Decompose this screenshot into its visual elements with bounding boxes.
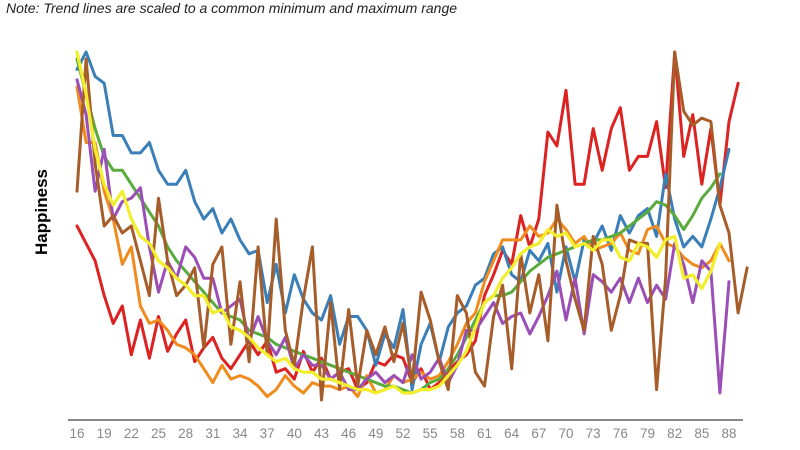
x-tick-label: 31 xyxy=(205,426,220,441)
chart-note: Note: Trend lines are scaled to a common… xyxy=(6,0,458,16)
series-line-7 xyxy=(75,50,722,395)
x-tick-label: 58 xyxy=(450,426,465,441)
x-tick-label: 28 xyxy=(178,426,193,441)
series-line-6 xyxy=(75,50,749,402)
x-tick-label: 19 xyxy=(97,426,112,441)
x-tick-label: 25 xyxy=(151,426,166,441)
x-tick-label: 40 xyxy=(287,426,302,441)
x-tick-label: 49 xyxy=(368,426,383,441)
x-tick-label: 79 xyxy=(640,426,655,441)
x-tick-label: 61 xyxy=(477,426,492,441)
x-tick-label: 67 xyxy=(531,426,546,441)
x-tick-label: 43 xyxy=(314,426,329,441)
x-tick-label: 34 xyxy=(232,426,248,441)
x-tick-label: 52 xyxy=(395,426,410,441)
series-layer xyxy=(75,50,749,402)
x-tick-label: 76 xyxy=(613,426,628,441)
x-tick-label: 16 xyxy=(69,426,84,441)
x-tick-label: 46 xyxy=(341,426,356,441)
x-tick-label: 85 xyxy=(694,426,709,441)
x-tick-label: 64 xyxy=(504,426,520,441)
x-tick-label: 55 xyxy=(423,426,438,441)
x-tick-label: 22 xyxy=(124,426,139,441)
x-tick-label: 82 xyxy=(667,426,682,441)
x-tick-label: 88 xyxy=(721,426,736,441)
x-tick-label: 73 xyxy=(586,426,601,441)
x-tick-label: 37 xyxy=(260,426,275,441)
x-tick-label: 70 xyxy=(558,426,573,441)
series-line-5 xyxy=(75,78,731,395)
x-tick-labels: 16 19 22 25 28 31 34 37 40 43 46 49 52 55 58 61 64 67 70 73… xyxy=(69,426,736,441)
series-line-2 xyxy=(75,50,731,392)
